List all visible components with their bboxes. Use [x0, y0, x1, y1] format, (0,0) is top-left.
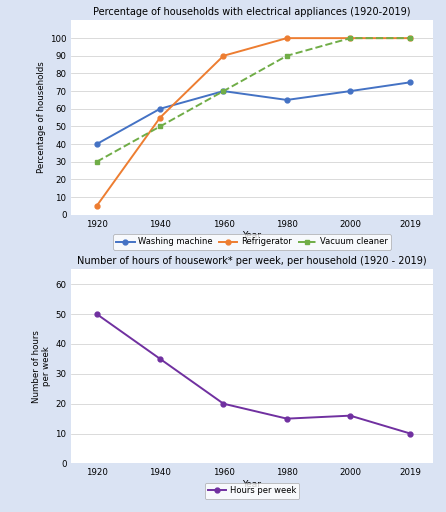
Washing machine: [408, 79, 413, 86]
Legend: Washing machine, Refrigerator, Vacuum cleaner: Washing machine, Refrigerator, Vacuum cl…: [113, 234, 391, 250]
Hours per week: [221, 400, 226, 407]
Y-axis label: Percentage of households: Percentage of households: [37, 62, 46, 174]
Refrigerator: [408, 35, 413, 41]
Line: Refrigerator: Refrigerator: [94, 36, 413, 208]
Washing machine: [94, 141, 99, 147]
Refrigerator: [221, 53, 226, 59]
Hours per week: [94, 311, 99, 317]
Vacuum cleaner: [94, 159, 99, 165]
Line: Vacuum cleaner: Vacuum cleaner: [94, 36, 413, 164]
Vacuum cleaner: [347, 35, 353, 41]
Washing machine: [221, 88, 226, 94]
Vacuum cleaner: [284, 53, 289, 59]
Refrigerator: [284, 35, 289, 41]
Title: Percentage of households with electrical appliances (1920-2019): Percentage of households with electrical…: [93, 7, 411, 17]
Y-axis label: Number of hours
per week: Number of hours per week: [32, 330, 51, 403]
Line: Hours per week: Hours per week: [94, 312, 413, 436]
Washing machine: [347, 88, 353, 94]
X-axis label: Year: Year: [243, 231, 261, 240]
Line: Washing machine: Washing machine: [94, 80, 413, 146]
Hours per week: [284, 416, 289, 422]
Vacuum cleaner: [157, 123, 163, 130]
Hours per week: [347, 413, 353, 419]
X-axis label: Year: Year: [243, 480, 261, 489]
Title: Number of hours of housework* per week, per household (1920 - 2019): Number of hours of housework* per week, …: [77, 255, 427, 266]
Vacuum cleaner: [221, 88, 226, 94]
Refrigerator: [347, 35, 353, 41]
Washing machine: [284, 97, 289, 103]
Hours per week: [157, 356, 163, 362]
Hours per week: [408, 431, 413, 437]
Refrigerator: [94, 203, 99, 209]
Legend: Hours per week: Hours per week: [205, 483, 299, 499]
Refrigerator: [157, 115, 163, 121]
Washing machine: [157, 105, 163, 112]
Vacuum cleaner: [408, 35, 413, 41]
